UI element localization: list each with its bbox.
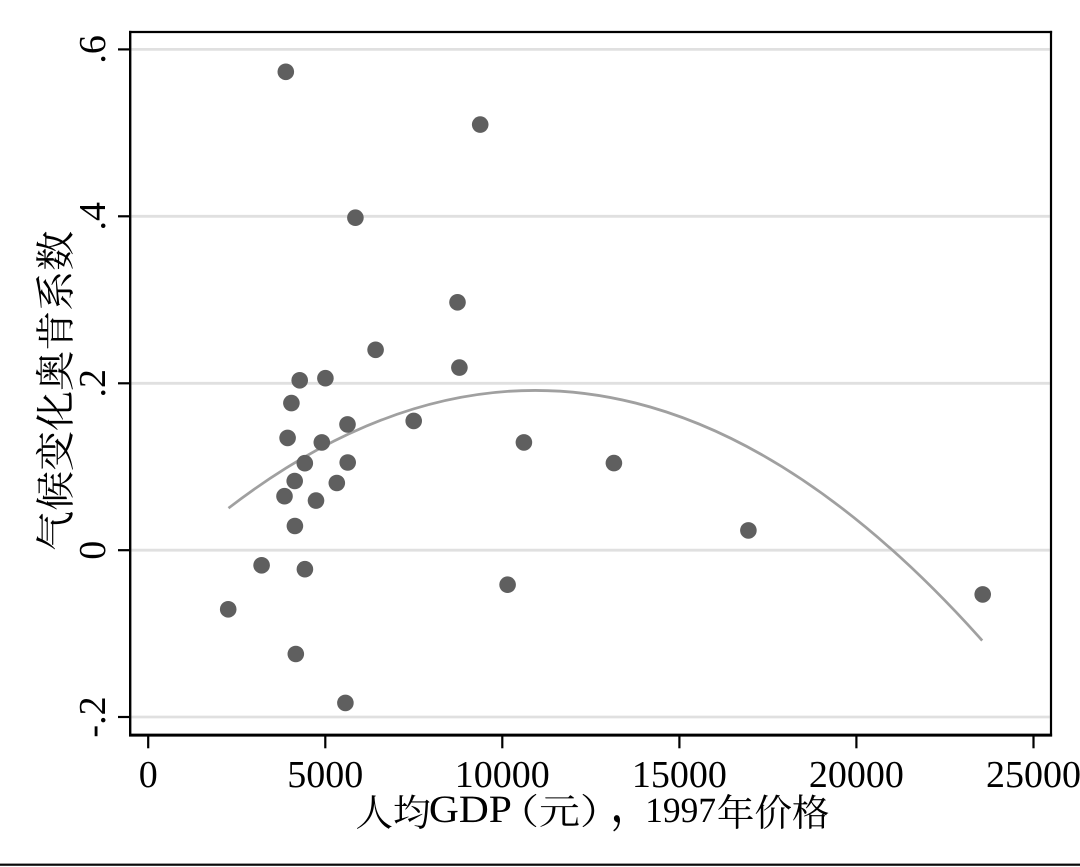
svg-text:25000: 25000 <box>986 754 1080 796</box>
svg-text:15000: 15000 <box>632 754 727 796</box>
svg-text:.4: .4 <box>72 202 114 231</box>
svg-text:0: 0 <box>72 541 114 560</box>
svg-text:5000: 5000 <box>287 754 363 796</box>
svg-text:10000: 10000 <box>455 754 550 796</box>
svg-text:0: 0 <box>139 754 158 796</box>
svg-text:20000: 20000 <box>809 754 904 796</box>
svg-text:.2: .2 <box>72 369 114 398</box>
svg-text:-.2: -.2 <box>72 696 114 737</box>
svg-text:.6: .6 <box>72 35 114 64</box>
